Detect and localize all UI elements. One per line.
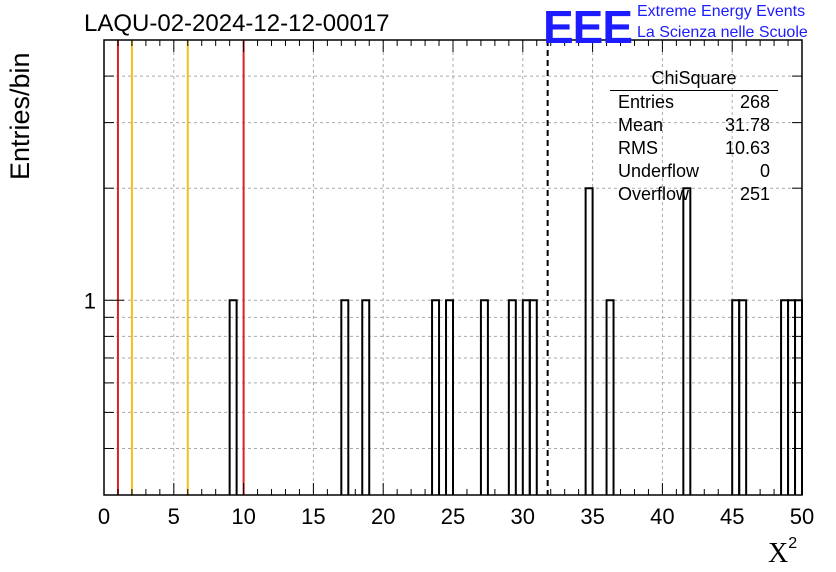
stats-value: 268 [739,92,770,112]
histogram-bin [738,299,748,495]
histogram-bin [228,299,238,495]
stats-label: Underflow [618,161,700,181]
stats-label: Overflow [618,184,690,204]
stats-title: ChiSquare [610,66,778,91]
eee-logo-mark: EEE [543,1,633,53]
histogram-bin [780,299,790,495]
histogram-bin [507,299,517,495]
histogram-bin [682,187,692,495]
y-axis-label: Entries/bin [5,52,35,180]
x-tick-label: 45 [720,504,744,529]
histogram-bin [479,299,489,495]
x-tick-label: 0 [98,504,110,529]
x-tick-label: 20 [371,504,395,529]
histogram-bin [521,299,531,495]
x-tick-label: 5 [168,504,180,529]
stats-row-entries: Entries 268 [610,91,778,114]
x-tick-label: 30 [511,504,535,529]
stats-value: 10.63 [724,138,770,158]
histogram-bin [340,299,350,495]
histogram-bin [528,299,538,495]
x-tick-label: 15 [301,504,325,529]
logo-line-2: La Scienza nelle Scuole [637,24,808,41]
logo-line-1: Extreme Energy Events [637,3,806,20]
x-axis-label-superscript: 2 [788,535,798,552]
x-tick-label: 35 [580,504,604,529]
stats-label: RMS [618,138,658,158]
histogram-bin [794,299,803,495]
x-tick-label: 50 [790,504,814,529]
histogram-bin [361,299,371,495]
stats-value: 251 [739,184,770,204]
x-tick-label: 40 [650,504,674,529]
histogram-bin [584,187,594,495]
plot-title: LAQU-02-2024-12-12-00017 [84,10,390,37]
stats-row-rms: RMS 10.63 [610,137,778,160]
stats-label: Entries [618,92,675,112]
stats-row-overflow: Overflow 251 [610,183,778,206]
histogram-bin [445,299,454,495]
x-axis-label-text: X [768,538,789,569]
x-tick-label: 25 [441,504,465,529]
x-tick-label: 10 [231,504,255,529]
histogram-bin [605,299,615,495]
stats-box: ChiSquare Entries 268 Mean 31.78 RMS 10.… [610,66,778,206]
stats-row-underflow: Underflow 0 [610,160,778,183]
x-axis-label: X2 [768,535,797,570]
y-tick-label: 1 [84,288,96,313]
histogram-bin [731,299,741,495]
stats-value: 0 [759,161,770,181]
stats-label: Mean [618,115,664,135]
stats-value: 31.78 [724,115,770,135]
histogram-bin [431,299,441,495]
stats-row-mean: Mean 31.78 [610,114,778,137]
histogram-bin [787,299,797,495]
